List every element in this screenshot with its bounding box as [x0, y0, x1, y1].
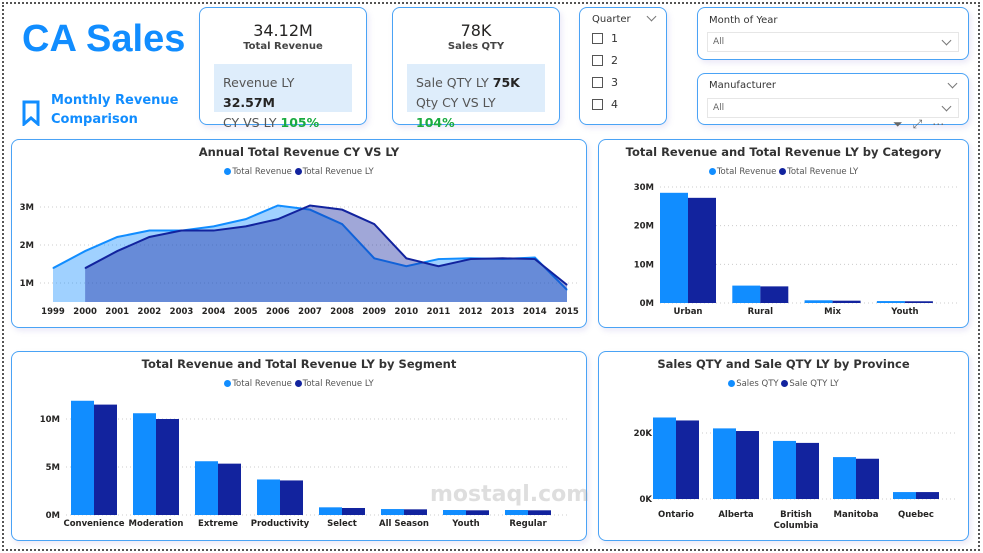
chart-title: Total Revenue and Total Revenue LY by Se…	[141, 357, 457, 371]
checkbox[interactable]	[592, 99, 603, 110]
cmp-value: 104%	[416, 115, 455, 130]
bar-chart-segment: Total Revenue and Total Revenue LY by Se…	[11, 351, 587, 541]
bar-chart-province: Sales QTY and Sale QTY LY by Province Sa…	[598, 351, 969, 541]
quarter-option-4[interactable]: 4	[592, 98, 618, 111]
option-label: 3	[611, 76, 618, 89]
filter-icon[interactable]: ⏷	[893, 117, 913, 131]
legend-item[interactable]: Total Revenue LY	[302, 379, 374, 389]
checkbox[interactable]	[592, 33, 603, 44]
legend-item[interactable]: Total Revenue LY	[302, 167, 374, 177]
chevron-down-icon[interactable]	[947, 78, 958, 89]
quarter-slicer: Quarter 1 2 3 4	[579, 7, 667, 125]
legend-item[interactable]: Total Revenue	[716, 167, 777, 177]
kpi-value: 34.12M	[253, 21, 313, 40]
chevron-down-icon	[941, 35, 952, 46]
ly-value: 75K	[492, 75, 520, 90]
slicer-label: Manufacturer	[709, 80, 776, 91]
quarter-option-1[interactable]: 1	[592, 32, 618, 45]
chart-legend: Total Revenue Total Revenue LY	[12, 379, 586, 389]
cmp-label: Qty CY VS LY	[416, 95, 496, 110]
manufacturer-slicer: Manufacturer All	[697, 73, 969, 125]
legend-dot	[224, 380, 232, 387]
kpi-comparison: Sale QTY LY 75K Qty CY VS LY 104%	[407, 64, 545, 130]
option-label: 2	[611, 54, 618, 67]
manufacturer-dropdown[interactable]: All	[707, 98, 959, 118]
slicer-label: Quarter	[592, 14, 631, 25]
checkbox[interactable]	[592, 55, 603, 66]
chart-legend: Total Revenue Total Revenue LY	[599, 167, 968, 177]
legend-dot	[728, 380, 736, 387]
legend-dot	[779, 168, 787, 175]
dropdown-value: All	[713, 103, 725, 113]
month-dropdown[interactable]: All	[707, 32, 959, 52]
option-label: 4	[611, 98, 618, 111]
chevron-down-icon	[941, 101, 952, 112]
slicer-label: Month of Year	[709, 15, 778, 26]
kpi-label: Total Revenue	[243, 41, 323, 52]
cmp-value: 105%	[280, 115, 320, 130]
kpi-comparison: Revenue LY 32.57M CY VS LY 105%	[214, 64, 352, 130]
bookmark-icon[interactable]	[22, 100, 40, 126]
chart-legend: Sales QTY Sale QTY LY	[599, 379, 968, 389]
dropdown-value: All	[713, 37, 725, 47]
legend-item[interactable]: Total Revenue LY	[787, 167, 859, 177]
quarter-option-3[interactable]: 3	[592, 76, 618, 89]
bar-chart-category: Total Revenue and Total Revenue LY by Ca…	[598, 139, 969, 328]
focus-mode-icon[interactable]: ⤢	[912, 117, 933, 131]
legend-dot	[708, 168, 716, 175]
chevron-down-icon[interactable]	[646, 11, 657, 22]
bookmark-button[interactable]: Monthly Revenue Comparison	[51, 93, 179, 127]
area-chart-annual-revenue: Annual Total Revenue CY VS LY Total Reve…	[11, 139, 587, 328]
cmp-label: CY VS LY	[223, 115, 277, 130]
kpi-card-qty: 78K Sales QTY Sale QTY LY 75K Qty CY VS …	[392, 7, 560, 130]
quarter-option-2[interactable]: 2	[592, 54, 618, 67]
option-label: 1	[611, 32, 618, 45]
ly-label: Sale QTY LY	[416, 75, 489, 90]
chart-title: Sales QTY and Sale QTY LY by Province	[657, 357, 910, 371]
visual-header-icons: ⏷⤢⋯	[893, 117, 954, 132]
chart-legend: Total Revenue Total Revenue LY	[12, 167, 586, 177]
ly-label: Revenue LY	[223, 75, 295, 90]
more-options-icon[interactable]: ⋯	[932, 117, 955, 131]
legend-item[interactable]: Total Revenue	[232, 167, 292, 177]
legend-dot	[294, 380, 302, 387]
legend-item[interactable]: Total Revenue	[232, 379, 292, 389]
ly-value: 32.57M	[223, 95, 275, 110]
legend-dot	[781, 380, 789, 387]
legend-item[interactable]: Sales QTY	[736, 379, 779, 389]
legend-dot	[224, 168, 232, 175]
kpi-card-revenue: 34.12M Total Revenue Revenue LY 32.57M C…	[199, 7, 367, 130]
chart-title: Total Revenue and Total Revenue LY by Ca…	[625, 145, 942, 159]
checkbox[interactable]	[592, 77, 603, 88]
legend-dot	[294, 168, 302, 175]
chart-title: Annual Total Revenue CY VS LY	[198, 145, 400, 159]
kpi-value: 78K	[460, 21, 492, 40]
watermark: mostaql.com	[430, 482, 590, 507]
page-title: CA Sales	[22, 18, 186, 60]
legend-item[interactable]: Sale QTY LY	[789, 379, 839, 389]
kpi-label: Sales QTY	[447, 41, 505, 52]
month-slicer: Month of Year All	[697, 7, 969, 60]
